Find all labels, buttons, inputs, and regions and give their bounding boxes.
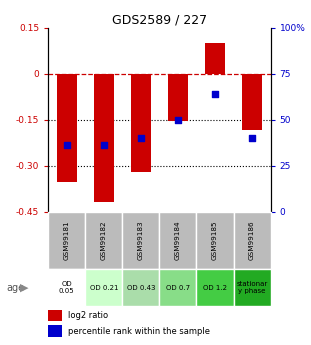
Bar: [131, 73, 151, 172]
Text: GSM99182: GSM99182: [101, 220, 107, 260]
Bar: [242, 73, 262, 130]
Bar: [48, 211, 85, 269]
Text: GSM99181: GSM99181: [64, 220, 70, 260]
Bar: [168, 73, 188, 121]
Text: stationar
y phase: stationar y phase: [236, 281, 268, 294]
Bar: [122, 211, 159, 269]
Text: OD 0.7: OD 0.7: [166, 285, 190, 291]
Bar: [48, 325, 62, 336]
Text: GSM99185: GSM99185: [212, 220, 218, 260]
Point: [64, 142, 69, 148]
Bar: [48, 310, 62, 321]
Bar: [122, 269, 159, 306]
Text: OD 0.43: OD 0.43: [127, 285, 155, 291]
Bar: [159, 211, 197, 269]
Bar: [234, 269, 271, 306]
Point: [138, 135, 143, 141]
Point: [212, 91, 217, 97]
Bar: [234, 211, 271, 269]
Bar: [94, 73, 114, 203]
Bar: [48, 269, 85, 306]
Bar: [197, 211, 234, 269]
Point: [101, 142, 106, 148]
Bar: [159, 269, 197, 306]
Text: age: age: [6, 283, 24, 293]
Title: GDS2589 / 227: GDS2589 / 227: [112, 13, 207, 27]
Text: OD 1.2: OD 1.2: [203, 285, 227, 291]
Bar: [197, 269, 234, 306]
Text: OD
0.05: OD 0.05: [59, 281, 75, 294]
Text: GSM99186: GSM99186: [249, 220, 255, 260]
Text: ▶: ▶: [20, 283, 29, 293]
Text: OD 0.21: OD 0.21: [90, 285, 118, 291]
Text: percentile rank within the sample: percentile rank within the sample: [68, 327, 210, 336]
Bar: [85, 211, 122, 269]
Bar: [205, 43, 225, 73]
Point: [249, 135, 254, 141]
Text: log2 ratio: log2 ratio: [68, 311, 108, 320]
Bar: [57, 73, 77, 183]
Text: GSM99183: GSM99183: [138, 220, 144, 260]
Bar: [85, 269, 122, 306]
Text: GSM99184: GSM99184: [175, 220, 181, 260]
Point: [175, 117, 180, 122]
